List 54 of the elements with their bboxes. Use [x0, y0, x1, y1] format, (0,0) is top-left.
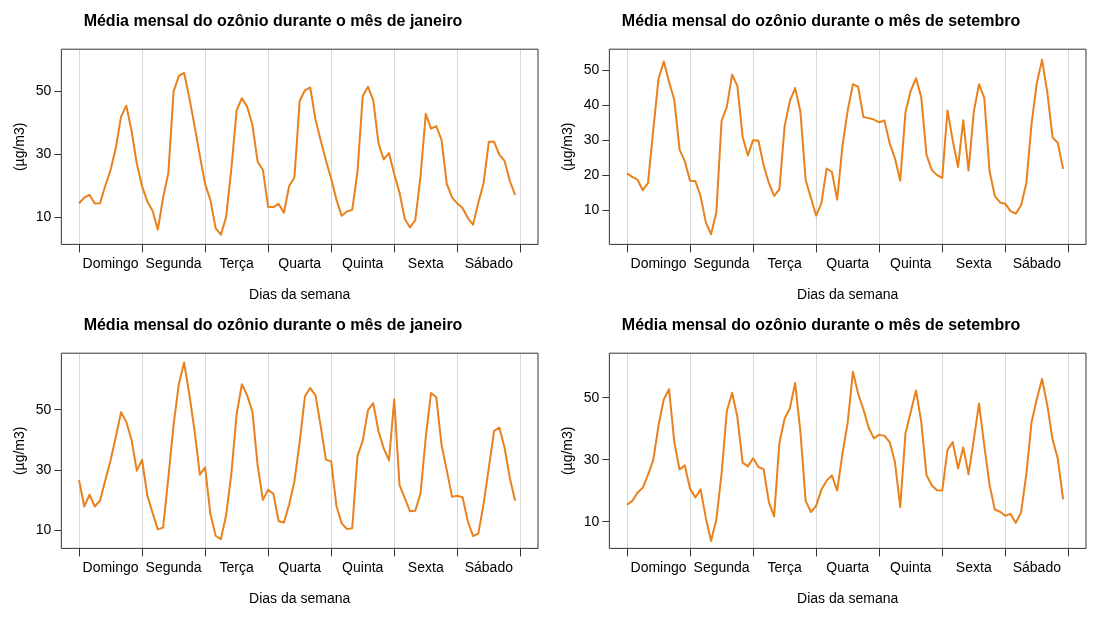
x-tick-label: Segunda [145, 558, 202, 575]
y-tick-label: 10 [583, 200, 600, 217]
y-tick-label: 50 [35, 400, 52, 417]
x-tick-label: Sexta [407, 558, 444, 575]
x-tick-label: Segunda [693, 558, 750, 575]
x-tick-label: Domingo [630, 558, 687, 575]
chart-title: Média mensal do ozônio durante o mês de janeiro [83, 12, 463, 30]
x-tick-label: Terça [219, 558, 254, 575]
y-tick-label: 40 [583, 96, 600, 113]
y-tick-label: 30 [583, 131, 600, 148]
y-axis-title: (µg/m3) [559, 426, 576, 476]
x-tick-label: Terça [767, 558, 802, 575]
y-axis-title: (µg/m3) [559, 122, 576, 172]
chart-title: Média mensal do ozônio durante o mês de setembro [621, 12, 1021, 30]
y-tick-label: 50 [35, 82, 52, 99]
x-tick-label: Quarta [278, 254, 322, 271]
x-axis-title: Dias da semana [797, 286, 899, 303]
y-tick-label: 10 [35, 521, 52, 538]
x-tick-label: Sábado [1012, 254, 1062, 271]
x-tick-label: Domingo [630, 254, 687, 271]
x-axis-title: Dias da semana [249, 286, 351, 303]
y-tick-label: 50 [583, 61, 600, 78]
y-tick-label: 50 [583, 388, 600, 405]
y-tick-label: 10 [583, 512, 600, 529]
x-tick-label: Sábado [464, 254, 514, 271]
x-tick-label: Domingo [82, 558, 139, 575]
x-tick-label: Quinta [890, 558, 932, 575]
x-tick-label: Quinta [342, 254, 384, 271]
y-tick-label: 10 [35, 207, 52, 224]
x-tick-label: Quarta [826, 254, 870, 271]
x-tick-label: Sexta [955, 558, 992, 575]
x-axis-title: Dias da semana [797, 590, 899, 607]
x-tick-label: Quinta [342, 558, 384, 575]
x-tick-label: Terça [219, 254, 254, 271]
x-tick-label: Quinta [890, 254, 932, 271]
x-tick-label: Segunda [145, 254, 202, 271]
y-tick-label: 30 [583, 450, 600, 467]
chart-title: Média mensal do ozônio durante o mês de janeiro [83, 316, 463, 334]
y-tick-label: 30 [35, 145, 52, 162]
x-tick-label: Sexta [955, 254, 992, 271]
x-tick-label: Sábado [464, 558, 514, 575]
y-tick-label: 20 [583, 165, 600, 182]
y-axis-title: (µg/m3) [11, 426, 28, 476]
x-tick-label: Sexta [407, 254, 444, 271]
x-tick-label: Quarta [826, 558, 870, 575]
x-tick-label: Sábado [1012, 558, 1062, 575]
x-tick-label: Quarta [278, 558, 322, 575]
x-tick-label: Terça [767, 254, 802, 271]
x-tick-label: Segunda [693, 254, 750, 271]
x-tick-label: Domingo [82, 254, 139, 271]
chart-title: Média mensal do ozônio durante o mês de setembro [621, 316, 1021, 334]
y-tick-label: 30 [35, 460, 52, 477]
x-axis-title: Dias da semana [249, 590, 351, 607]
y-axis-title: (µg/m3) [11, 122, 28, 172]
